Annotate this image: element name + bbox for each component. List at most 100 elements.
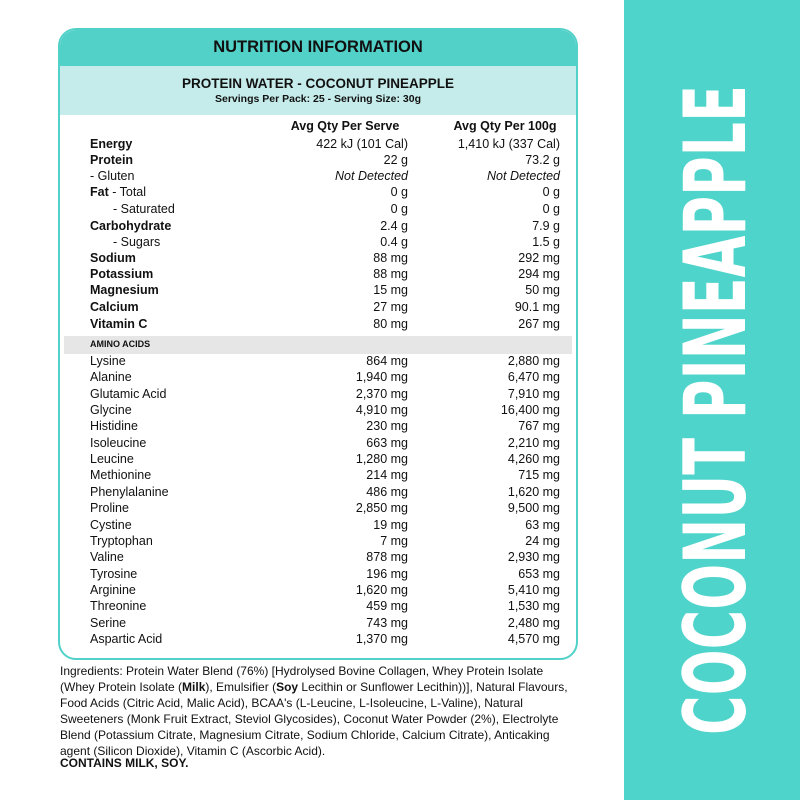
column-header: Avg Qty Per 100g <box>453 119 557 133</box>
nutrient: Energy <box>90 137 132 151</box>
per-serve: 27 mg <box>373 300 408 314</box>
row-label: - Sugars <box>113 235 161 249</box>
nutrient: Carbohydrate <box>90 219 171 233</box>
serving-info: Servings Per Pack: 25 - Serving Size: 30… <box>214 93 421 105</box>
per-100g: 2,930 mg <box>507 550 560 565</box>
product-bar <box>60 66 576 115</box>
per-serve: 19 mg <box>373 517 408 532</box>
per-serve: 4,910 mg <box>355 403 408 418</box>
per-100g: 90.1 mg <box>514 300 560 314</box>
per-serve: 88 mg <box>373 267 408 281</box>
ingredient-text: Milk <box>182 680 206 694</box>
per-100g: 24 mg <box>525 533 560 548</box>
row-label: Magnesium <box>90 283 159 297</box>
title-bar <box>60 30 576 66</box>
row-label: Sodium <box>90 251 136 265</box>
row-label: Glycine <box>90 403 132 418</box>
amino-acid: Proline <box>90 501 129 515</box>
per-serve: 878 mg <box>366 550 408 565</box>
amino-acid: Glutamic Acid <box>90 387 166 401</box>
per-100g: 7,910 mg <box>507 386 560 401</box>
per-serve: 2.4 g <box>380 219 408 233</box>
per-100g: 767 mg <box>518 419 560 434</box>
row-label: Threonine <box>90 599 147 614</box>
per-100g: 294 mg <box>518 267 560 281</box>
per-100g: 7.9 g <box>532 219 560 233</box>
amino-acid: Isoleucine <box>90 436 146 450</box>
nutrient: Vitamin C <box>90 317 147 331</box>
per-serve: 15 mg <box>373 283 408 297</box>
per-100g: 0 g <box>542 202 560 216</box>
nutrient: Magnesium <box>90 283 159 297</box>
product-name: PROTEIN WATER - COCONUT PINEAPPLE <box>181 76 454 91</box>
nutrient: - Saturated <box>113 202 175 216</box>
row-label: Protein <box>90 153 134 167</box>
row-label: - Gluten <box>90 169 135 183</box>
amino-heading: AMINO ACIDS <box>90 339 151 349</box>
amino-acid: Glycine <box>90 403 132 417</box>
amino-acid: Alanine <box>90 370 132 384</box>
amino-acid: Histidine <box>90 419 138 433</box>
per-serve: Not Detected <box>335 169 408 183</box>
amino-acid: Methionine <box>90 468 151 482</box>
nutrient: Calcium <box>90 300 139 314</box>
per-serve: 459 mg <box>366 599 408 614</box>
per-100g: 4,260 mg <box>507 452 560 467</box>
row-label: Methionine <box>90 468 152 483</box>
per-serve: 422 kJ (101 Cal) <box>316 137 408 151</box>
amino-acid: Tyrosine <box>90 567 137 581</box>
nutrition-panel: NUTRITION INFORMATION PROTEIN WATER - CO… <box>58 28 578 660</box>
per-serve: 1,280 mg <box>355 452 408 467</box>
amino-bar <box>64 336 572 354</box>
per-100g: Not Detected <box>487 169 560 183</box>
per-100g: 4,570 mg <box>507 631 560 646</box>
amino-acid: Serine <box>90 616 126 630</box>
per-100g: 50 mg <box>525 283 560 297</box>
per-serve: 22 g <box>383 153 408 167</box>
row-label: Serine <box>90 615 127 630</box>
side-label-svg: COCONUT PINEAPPLE <box>666 85 766 735</box>
per-serve: 0.4 g <box>380 235 408 249</box>
per-serve: 230 mg <box>366 419 408 434</box>
per-serve: 2,850 mg <box>355 501 408 516</box>
per-serve: 0 g <box>390 202 408 216</box>
side-band: COCONUT PINEAPPLE <box>624 0 800 800</box>
column-header: Avg Qty Per Serve <box>290 119 400 133</box>
row-label: Leucine <box>90 452 134 467</box>
row-label: Aspartic Acid <box>90 631 163 646</box>
per-serve: 1,620 mg <box>355 582 408 597</box>
per-serve: 864 mg <box>366 354 408 368</box>
amino-acid: Cystine <box>90 518 132 532</box>
row-label: Fat <box>90 185 109 199</box>
row-label: Cystine <box>90 517 132 532</box>
per-serve: 2,370 mg <box>355 386 408 401</box>
amino-acid: Lysine <box>90 354 126 368</box>
row-label: Vitamin C <box>90 317 148 331</box>
per-serve: 486 mg <box>366 484 408 499</box>
row-label: Tyrosine <box>90 566 138 581</box>
nutrient: - Sugars <box>113 235 160 249</box>
amino-acid: Leucine <box>90 452 134 466</box>
row-label: Phenylalanine <box>90 484 169 499</box>
row-label: Tryptophan <box>90 533 153 548</box>
amino-acid: Phenylalanine <box>90 485 169 499</box>
nutrient: Potassium <box>90 267 153 281</box>
per-serve: 214 mg <box>366 468 408 483</box>
ingredients: Ingredients: Protein Water Blend (76%) [… <box>60 663 580 759</box>
row-label: Lysine <box>90 354 126 368</box>
per-serve: 88 mg <box>373 251 408 265</box>
per-100g: 63 mg <box>525 517 560 532</box>
per-100g: 1.5 g <box>532 235 560 249</box>
per-100g: 267 mg <box>518 317 560 331</box>
per-serve: 743 mg <box>366 615 408 630</box>
row-label: Energy <box>90 137 133 151</box>
amino-acid: Aspartic Acid <box>90 632 162 646</box>
per-100g: 0 g <box>542 185 560 199</box>
nutrient: - Gluten <box>90 169 134 183</box>
nutrient: Fat - Total <box>90 185 146 199</box>
ingredient-text: Soy <box>276 680 299 694</box>
per-100g: 16,400 mg <box>500 403 560 418</box>
amino-acid: Tryptophan <box>90 534 153 548</box>
row-label: Alanine <box>90 370 132 385</box>
